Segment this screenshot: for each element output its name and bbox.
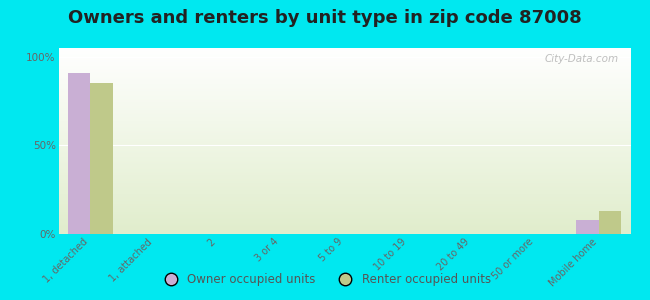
Bar bbox=[90, 83, 112, 234]
Bar bbox=[68, 73, 90, 234]
Legend: Owner occupied units, Renter occupied units: Owner occupied units, Renter occupied un… bbox=[154, 269, 496, 291]
Bar bbox=[577, 220, 599, 234]
Bar bbox=[599, 211, 621, 234]
Text: Owners and renters by unit type in zip code 87008: Owners and renters by unit type in zip c… bbox=[68, 9, 582, 27]
Text: City-Data.com: City-Data.com bbox=[545, 54, 619, 64]
